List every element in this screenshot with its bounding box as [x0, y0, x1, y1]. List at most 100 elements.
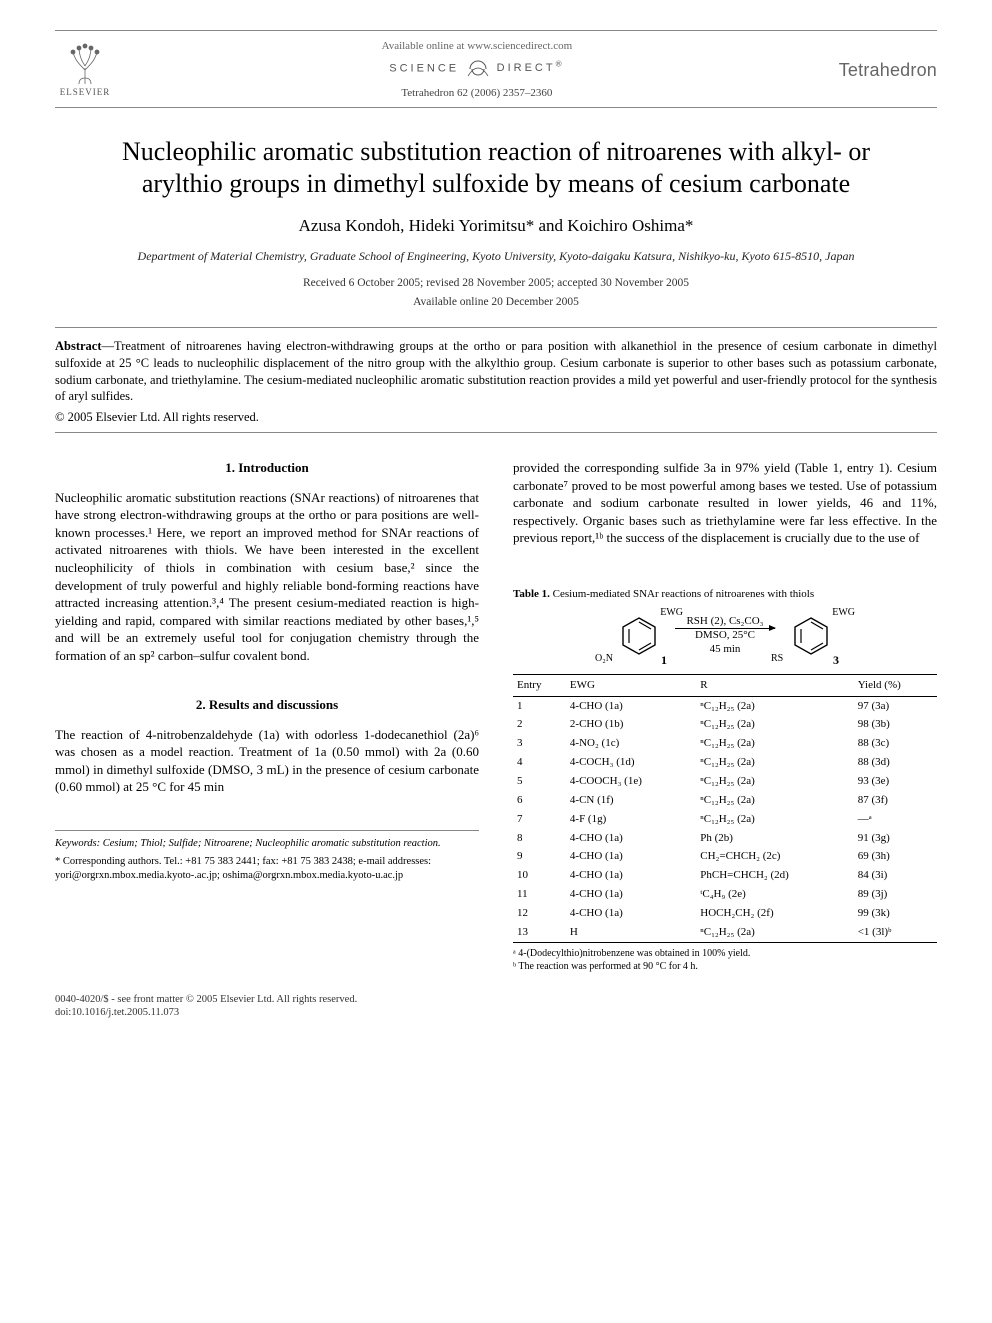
- scheme-left-no2: O₂N: [595, 652, 613, 666]
- scheme-right-num: 3: [833, 652, 839, 668]
- table-cell: CH₂=CHCH₂ (2c): [696, 847, 853, 866]
- scheme-left-ewg: EWG: [660, 606, 683, 620]
- table-cell: ⁿC₁₂H₂₅ (2a): [696, 772, 853, 791]
- table1-scheme: EWG O₂N 1 RSH (2), Cs₂CO₃ DMSO, 25°C 45 …: [513, 608, 937, 664]
- sciencedirect-swirl-icon: [464, 60, 492, 78]
- scheme-reagents-bottom1: DMSO, 25°C: [675, 629, 775, 643]
- table-row: 74-F (1g)ⁿC₁₂H₂₅ (2a)—ᵃ: [513, 810, 937, 829]
- table1-col-entry: Entry: [513, 674, 566, 696]
- elsevier-tree-icon: [61, 42, 109, 86]
- authors: Azusa Kondoh, Hideki Yorimitsu* and Koic…: [55, 215, 937, 238]
- table-cell: 2: [513, 715, 566, 734]
- table-cell: 84 (3i): [854, 866, 937, 885]
- table-row: 64-CN (1f)ⁿC₁₂H₂₅ (2a)87 (3f): [513, 791, 937, 810]
- page-footer: 0040-4020/$ - see front matter © 2005 El…: [55, 993, 937, 1020]
- scheme-reactant: EWG O₂N 1: [613, 608, 665, 664]
- table-cell: ⁿC₁₂H₂₅ (2a): [696, 696, 853, 715]
- corresponding-author: * Corresponding authors. Tel.: +81 75 38…: [55, 855, 479, 883]
- table-cell: 4-CHO (1a): [566, 904, 696, 923]
- abstract: Abstract—Treatment of nitroarenes having…: [55, 338, 937, 406]
- table-row: 34-NO₂ (1c)ⁿC₁₂H₂₅ (2a)88 (3c): [513, 734, 937, 753]
- table-cell: 10: [513, 866, 566, 885]
- benzene-ring-icon: [791, 616, 831, 656]
- table-cell: ⁿC₁₂H₂₅ (2a): [696, 810, 853, 829]
- table-row: 94-CHO (1a)CH₂=CHCH₂ (2c)69 (3h): [513, 847, 937, 866]
- table-cell: 4-CHO (1a): [566, 847, 696, 866]
- table-cell: 88 (3d): [854, 753, 937, 772]
- right-column: provided the corresponding sulfide 3a in…: [513, 459, 937, 972]
- reaction-arrow-icon: [675, 628, 775, 629]
- keywords-label: Keywords:: [55, 838, 100, 849]
- scheme-conditions: RSH (2), Cs₂CO₃ DMSO, 25°C 45 min: [675, 615, 775, 657]
- results-text-left: The reaction of 4-nitrobenzaldehyde (1a)…: [55, 726, 479, 796]
- sciencedirect-logo: SCIENCE DIRECT®: [115, 60, 839, 78]
- table-cell: 4-CHO (1a): [566, 866, 696, 885]
- scheme-right-ewg: EWG: [832, 606, 855, 620]
- table-cell: H: [566, 923, 696, 942]
- elsevier-label: ELSEVIER: [60, 86, 111, 98]
- table1-head: Entry EWG R Yield (%): [513, 674, 937, 696]
- affiliation: Department of Material Chemistry, Gradua…: [125, 248, 867, 264]
- table-cell: 2-CHO (1b): [566, 715, 696, 734]
- table-cell: 13: [513, 923, 566, 942]
- two-column-body: 1. Introduction Nucleophilic aromatic su…: [55, 459, 937, 972]
- table-cell: HOCH₂CH₂ (2f): [696, 904, 853, 923]
- table-cell: <1 (3l)ᵇ: [854, 923, 937, 942]
- intro-text: Nucleophilic aromatic substitution react…: [55, 489, 479, 664]
- section-heading-results: 2. Results and discussions: [55, 696, 479, 714]
- table-row: 114-CHO (1a)ᵗC₄H₉ (2e)89 (3j): [513, 885, 937, 904]
- table1-col-r: R: [696, 674, 853, 696]
- table1-note-b: ᵇ The reaction was performed at 90 °C fo…: [513, 960, 937, 973]
- table-cell: 4-CHO (1a): [566, 885, 696, 904]
- keywords-text: Cesium; Thiol; Sulfide; Nitroarene; Nucl…: [103, 838, 441, 849]
- table-cell: 4-NO₂ (1c): [566, 734, 696, 753]
- table-cell: 12: [513, 904, 566, 923]
- table1-body: 14-CHO (1a)ⁿC₁₂H₂₅ (2a)97 (3a)22-CHO (1b…: [513, 696, 937, 942]
- table-cell: 6: [513, 791, 566, 810]
- table-cell: 4: [513, 753, 566, 772]
- table-row: 124-CHO (1a)HOCH₂CH₂ (2f)99 (3k): [513, 904, 937, 923]
- abstract-text: —Treatment of nitroarenes having electro…: [55, 339, 937, 404]
- table-cell: 4-COOCH₃ (1e): [566, 772, 696, 791]
- footnote-block: Keywords: Cesium; Thiol; Sulfide; Nitroa…: [55, 830, 479, 884]
- table-row: 104-CHO (1a)PhCH=CHCH₂ (2d)84 (3i): [513, 866, 937, 885]
- header-band: ELSEVIER Available online at www.science…: [55, 30, 937, 108]
- elsevier-logo: ELSEVIER: [55, 40, 115, 100]
- table-cell: 88 (3c): [854, 734, 937, 753]
- table-cell: —ᵃ: [854, 810, 937, 829]
- benzene-ring-icon: [619, 616, 659, 656]
- table-cell: 89 (3j): [854, 885, 937, 904]
- table-row: 54-COOCH₃ (1e)ⁿC₁₂H₂₅ (2a)93 (3e): [513, 772, 937, 791]
- table-cell: ⁿC₁₂H₂₅ (2a): [696, 753, 853, 772]
- table-cell: 97 (3a): [854, 696, 937, 715]
- table1-note-a: ᵃ 4-(Dodecylthio)nitrobenzene was obtain…: [513, 947, 937, 960]
- footer-left: 0040-4020/$ - see front matter © 2005 El…: [55, 993, 357, 1020]
- footer-doi: doi:10.1016/j.tet.2005.11.073: [55, 1006, 357, 1020]
- table-row: 84-CHO (1a)Ph (2b)91 (3g): [513, 829, 937, 848]
- table-row: 13HⁿC₁₂H₂₅ (2a)<1 (3l)ᵇ: [513, 923, 937, 942]
- table1-caption-text: Cesium-mediated SNAr reactions of nitroa…: [553, 588, 815, 600]
- table-cell: 4-CN (1f): [566, 791, 696, 810]
- table-cell: 4-COCH₃ (1d): [566, 753, 696, 772]
- intro-paragraph: Nucleophilic aromatic substitution react…: [55, 489, 479, 664]
- table1: Entry EWG R Yield (%) 14-CHO (1a)ⁿC₁₂H₂₅…: [513, 674, 937, 943]
- results-paragraph-right: provided the corresponding sulfide 3a in…: [513, 459, 937, 547]
- scheme-reagents-bottom2: 45 min: [675, 643, 775, 657]
- copyright: © 2005 Elsevier Ltd. All rights reserved…: [55, 409, 937, 426]
- table-cell: 4-F (1g): [566, 810, 696, 829]
- table-cell: 11: [513, 885, 566, 904]
- abstract-label: Abstract: [55, 339, 102, 353]
- table-cell: 1: [513, 696, 566, 715]
- table1-caption-label: Table 1.: [513, 588, 550, 600]
- table-row: 14-CHO (1a)ⁿC₁₂H₂₅ (2a)97 (3a): [513, 696, 937, 715]
- table1-caption: Table 1. Cesium-mediated SNAr reactions …: [513, 587, 937, 602]
- available-online-text: Available online at www.sciencedirect.co…: [115, 39, 839, 54]
- table-cell: 9: [513, 847, 566, 866]
- article-title: Nucleophilic aromatic substitution react…: [85, 136, 907, 201]
- table-cell: ⁿC₁₂H₂₅ (2a): [696, 734, 853, 753]
- table-cell: 7: [513, 810, 566, 829]
- table1-notes: ᵃ 4-(Dodecylthio)nitrobenzene was obtain…: [513, 947, 937, 973]
- table-cell: 4-CHO (1a): [566, 829, 696, 848]
- journal-reference: Tetrahedron 62 (2006) 2357–2360: [115, 86, 839, 101]
- table-cell: 98 (3b): [854, 715, 937, 734]
